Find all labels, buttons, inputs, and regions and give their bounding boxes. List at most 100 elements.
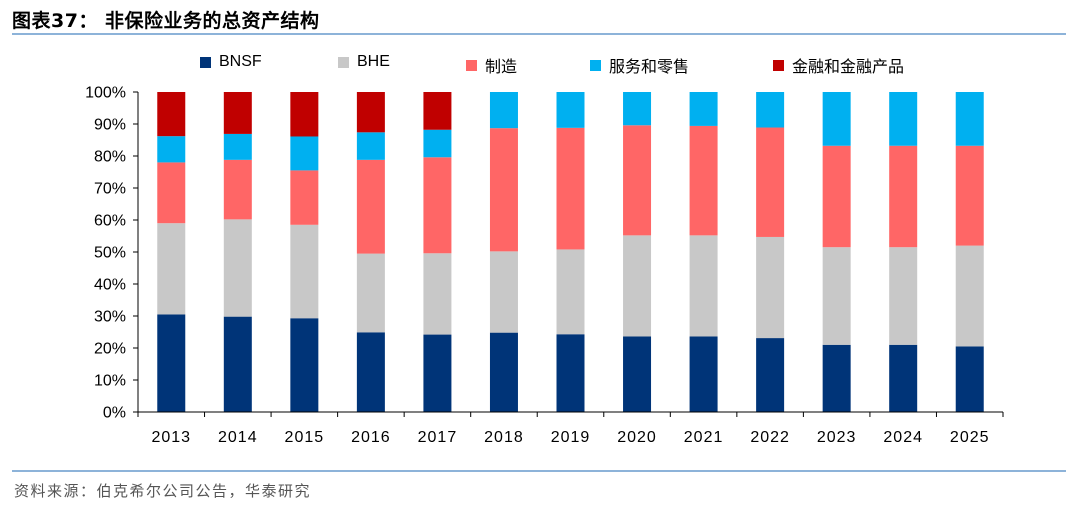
bar-segment	[157, 136, 186, 163]
legend-item: 制造	[466, 53, 517, 77]
bar-segment	[223, 92, 252, 134]
bar-segment	[889, 92, 918, 146]
source-note: 资料来源：伯克希尔公司公告，华泰研究	[14, 482, 312, 500]
y-tick-label: 10%	[94, 373, 126, 390]
y-tick-label: 70%	[94, 181, 126, 198]
bar-segment	[689, 125, 718, 236]
bar-segment	[423, 253, 452, 335]
x-tick-label: 2021	[684, 429, 724, 446]
y-tick-label: 100%	[85, 85, 126, 102]
bar-segment	[756, 236, 785, 339]
x-tick-label: 2013	[151, 429, 191, 446]
y-tick-label: 80%	[94, 149, 126, 166]
bar-segment	[822, 247, 851, 345]
bar-segment	[290, 170, 319, 225]
bar-segment	[423, 334, 452, 412]
bar-segment	[955, 346, 984, 412]
bar-segment	[157, 162, 186, 224]
bar-segment	[756, 338, 785, 412]
legend-swatch	[466, 59, 477, 71]
bar-segment	[623, 235, 652, 337]
bar-segment	[157, 314, 186, 412]
y-tick-label: 0%	[103, 405, 126, 422]
x-tick-label: 2017	[418, 429, 458, 446]
x-tick-label: 2014	[218, 429, 258, 446]
bar-segment	[556, 92, 585, 128]
bar-segment	[489, 92, 518, 129]
footer-divider	[12, 470, 1066, 472]
y-tick-label: 90%	[94, 117, 126, 134]
bar-segment	[489, 332, 518, 412]
bar-segment	[689, 235, 718, 337]
bar-segment	[889, 247, 918, 345]
bar-segment	[223, 316, 252, 412]
legend-label: 服务和零售	[609, 59, 690, 76]
bar-segment	[556, 249, 585, 335]
bar-segment	[955, 92, 984, 146]
bar-segment	[157, 92, 186, 137]
bar-segment	[689, 336, 718, 412]
y-tick-label: 60%	[94, 213, 126, 230]
x-tick-label: 2015	[285, 429, 325, 446]
legend-item: 金融和金融产品	[773, 53, 904, 77]
x-tick-label: 2022	[750, 429, 790, 446]
bar-segment	[489, 128, 518, 252]
bar-segment	[290, 224, 319, 319]
legend-swatch	[773, 59, 784, 71]
bar-segment	[356, 92, 385, 133]
legend-item: BHE	[338, 53, 390, 71]
bar-segment	[423, 157, 452, 254]
bar-segment	[689, 92, 718, 126]
bar-segment	[623, 336, 652, 412]
x-tick-label: 2016	[351, 429, 391, 446]
bar-segment	[157, 223, 186, 315]
legend-swatch	[590, 59, 601, 71]
legend-label: BHE	[357, 53, 390, 70]
bar-segment	[556, 127, 585, 250]
bar-segment	[356, 332, 385, 412]
bar-segment	[623, 125, 652, 236]
bar-segment	[423, 92, 452, 130]
bar-segment	[955, 245, 984, 347]
header-divider	[12, 33, 1066, 35]
bar-segment	[822, 92, 851, 146]
x-tick-label: 2024	[883, 429, 923, 446]
bar-segment	[356, 159, 385, 254]
y-tick-label: 50%	[94, 245, 126, 262]
bar-segment	[623, 92, 652, 126]
bar-segment	[290, 136, 319, 171]
bar-segment	[822, 344, 851, 412]
y-tick-label: 30%	[94, 309, 126, 326]
legend-swatch	[200, 56, 211, 68]
bar-segment	[290, 318, 319, 412]
y-tick-label: 40%	[94, 277, 126, 294]
bar-segment	[489, 251, 518, 333]
bar-segment	[889, 344, 918, 412]
bar-segment	[955, 145, 984, 246]
legend-label: 金融和金融产品	[792, 59, 905, 76]
bar-segment	[356, 132, 385, 160]
legend-label: 制造	[485, 59, 518, 76]
bar-segment	[756, 127, 785, 237]
bar-segment	[556, 334, 585, 412]
bar-segment	[822, 145, 851, 248]
bar-segment	[223, 133, 252, 160]
x-tick-label: 2025	[950, 429, 990, 446]
bar-segment	[223, 159, 252, 220]
x-tick-label: 2023	[817, 429, 857, 446]
legend-swatch	[338, 56, 349, 68]
y-tick-label: 20%	[94, 341, 126, 358]
bar-segment	[423, 129, 452, 158]
legend-item: BNSF	[200, 53, 262, 71]
x-tick-label: 2018	[484, 429, 524, 446]
bar-segment	[889, 145, 918, 248]
bar-segment	[290, 92, 319, 137]
bar-segment	[223, 219, 252, 317]
bar-segment	[756, 92, 785, 128]
figure-title: 图表37： 非保险业务的总资产结构	[12, 10, 320, 32]
x-tick-label: 2019	[551, 429, 591, 446]
legend-item: 服务和零售	[590, 53, 689, 77]
legend-label: BNSF	[219, 53, 262, 70]
bar-segment	[356, 253, 385, 333]
